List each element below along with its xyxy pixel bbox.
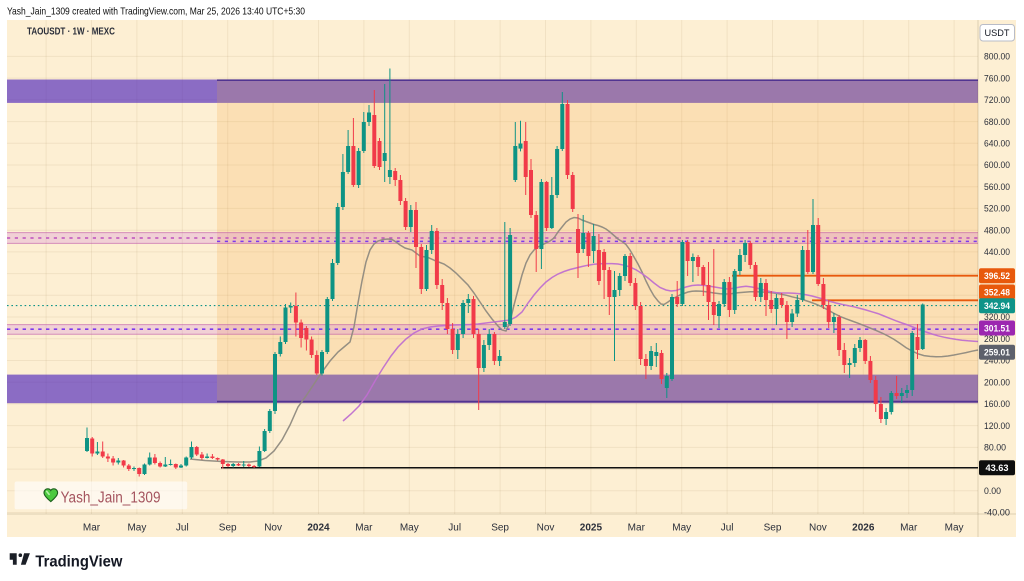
svg-text:301.51: 301.51 — [984, 323, 1011, 334]
svg-text:May: May — [945, 523, 964, 534]
svg-text:Nov: Nov — [264, 523, 282, 534]
svg-text:May: May — [672, 523, 691, 534]
svg-text:200.00: 200.00 — [984, 377, 1010, 388]
svg-text:Jul: Jul — [721, 523, 734, 534]
svg-text:Jul: Jul — [448, 523, 461, 534]
svg-text:320.00: 320.00 — [984, 312, 1010, 323]
svg-text:2025: 2025 — [580, 523, 603, 534]
svg-text:342.94: 342.94 — [984, 301, 1011, 312]
svg-text:Nov: Nov — [537, 523, 555, 534]
svg-text:480.00: 480.00 — [984, 225, 1010, 236]
svg-text:Nov: Nov — [809, 523, 827, 534]
svg-text:280.00: 280.00 — [984, 334, 1010, 345]
svg-text:Mar: Mar — [83, 523, 101, 534]
svg-text:0.00: 0.00 — [984, 486, 1001, 497]
svg-text:TradingView: TradingView — [35, 554, 123, 571]
svg-text:-40.00: -40.00 — [984, 508, 1010, 519]
svg-text:May: May — [400, 523, 419, 534]
svg-text:43.63: 43.63 — [986, 463, 1009, 474]
svg-text:2024: 2024 — [307, 523, 330, 534]
svg-text:259.01: 259.01 — [984, 348, 1011, 359]
svg-text:May: May — [127, 523, 146, 534]
svg-text:120.00: 120.00 — [984, 421, 1010, 432]
svg-text:Sep: Sep — [491, 523, 509, 534]
svg-text:Jul: Jul — [176, 523, 189, 534]
svg-text:Yash_Jain_1309: Yash_Jain_1309 — [61, 490, 161, 507]
svg-text:720.00: 720.00 — [984, 95, 1010, 106]
svg-text:240.00: 240.00 — [984, 356, 1010, 367]
svg-text:680.00: 680.00 — [984, 117, 1010, 128]
svg-text:640.00: 640.00 — [984, 139, 1010, 150]
svg-text:600.00: 600.00 — [984, 160, 1010, 171]
svg-text:Mar: Mar — [628, 523, 646, 534]
svg-text:80.00: 80.00 — [984, 443, 1006, 454]
svg-text:760.00: 760.00 — [984, 73, 1010, 84]
svg-text:Mar: Mar — [900, 523, 918, 534]
svg-text:Yash_Jain_1309 created with Tr: Yash_Jain_1309 created with TradingView.… — [7, 6, 305, 18]
svg-text:352.48: 352.48 — [984, 287, 1010, 298]
svg-text:160.00: 160.00 — [984, 399, 1010, 410]
svg-text:USDT: USDT — [985, 28, 1010, 39]
svg-text:2026: 2026 — [852, 523, 875, 534]
svg-text:Sep: Sep — [764, 523, 782, 534]
svg-text:Sep: Sep — [219, 523, 237, 534]
svg-text:560.00: 560.00 — [984, 182, 1010, 193]
svg-text:396.52: 396.52 — [984, 271, 1010, 282]
svg-text:440.00: 440.00 — [984, 247, 1010, 258]
svg-text:TAOUSDT · 1W · MEXC: TAOUSDT · 1W · MEXC — [27, 26, 115, 38]
svg-text:Mar: Mar — [355, 523, 373, 534]
svg-text:520.00: 520.00 — [984, 204, 1010, 215]
svg-text:800.00: 800.00 — [984, 52, 1010, 63]
